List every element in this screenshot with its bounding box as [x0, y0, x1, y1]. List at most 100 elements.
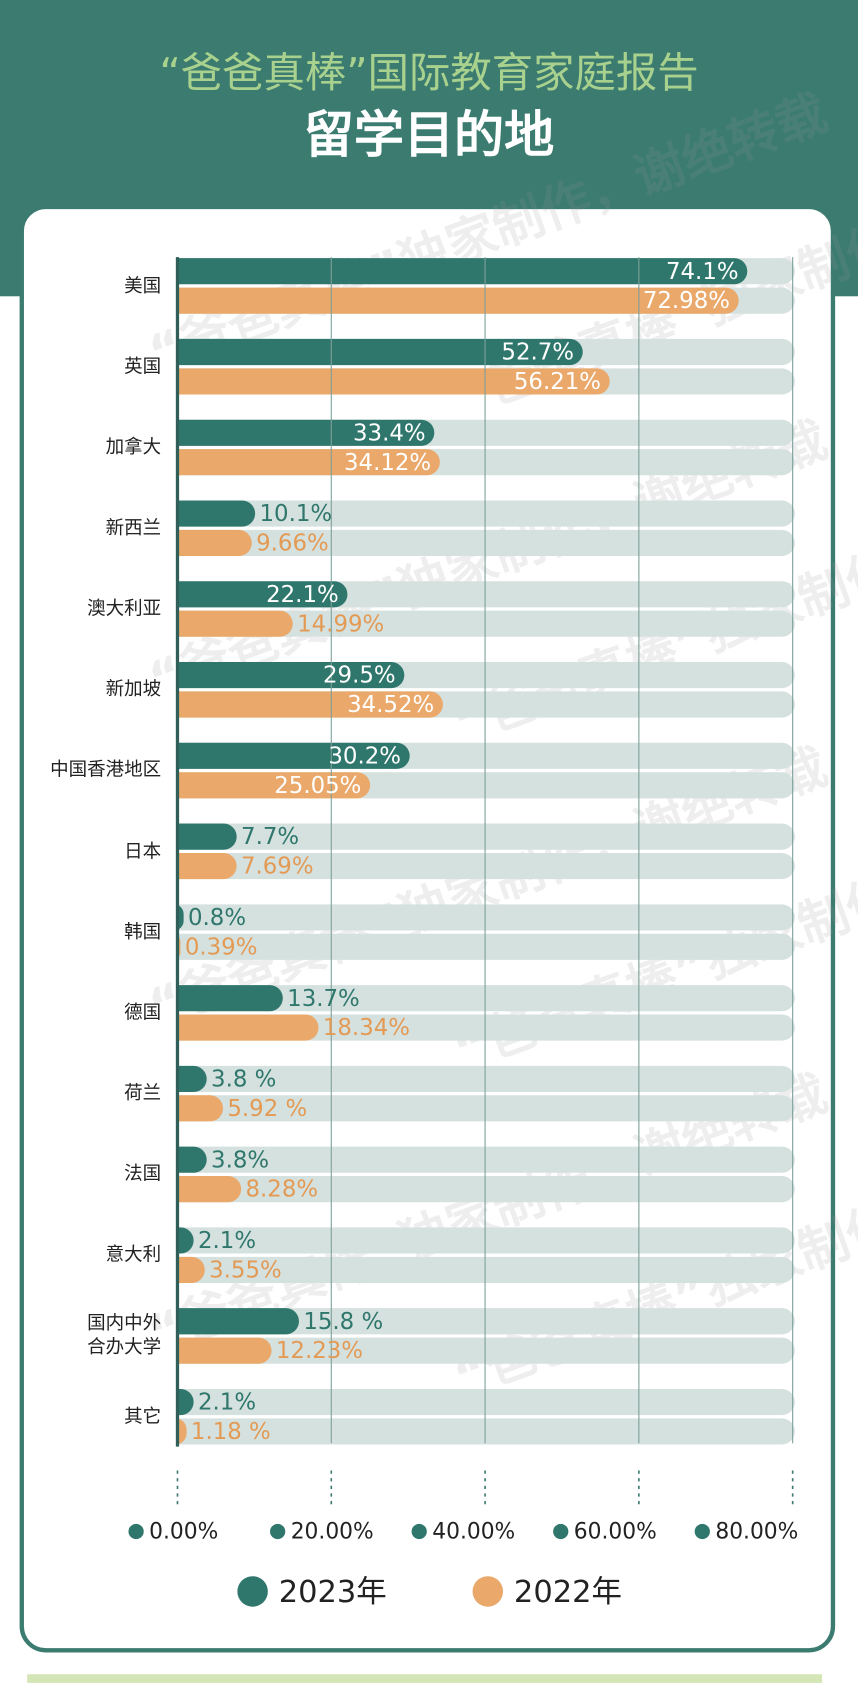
category-label-box: 中国香港地区	[50, 759, 162, 782]
category-label-box: 美国	[124, 275, 162, 297]
value-label: 18.34%	[323, 1015, 410, 1041]
value-label: 34.12%	[344, 450, 431, 476]
x-tick-label: 0.00%	[149, 1520, 218, 1545]
y-tick-label: 法国	[124, 1163, 162, 1186]
y-tick-label: 美国	[124, 275, 162, 297]
bar	[177, 419, 435, 446]
bar	[177, 610, 293, 637]
bar	[177, 1256, 205, 1283]
bar	[177, 258, 748, 285]
value-label: 22.1%	[266, 582, 339, 608]
y-tick-label: 日本	[124, 840, 162, 863]
y-tick-label: 新西兰	[105, 517, 162, 540]
value-label: 25.05%	[274, 773, 361, 799]
legend-swatch	[237, 1576, 268, 1607]
y-tick-label: 澳大利亚	[87, 598, 162, 620]
x-tick-label: 20.00%	[291, 1520, 374, 1545]
y-tick-label: 国内中外 合办大学	[87, 1313, 162, 1359]
bar	[177, 500, 256, 527]
y-tick-label: 意大利	[105, 1244, 162, 1267]
value-label: 30.2%	[328, 743, 401, 769]
chart-title: 留学目的地	[304, 106, 554, 164]
x-tick-label: 80.00%	[715, 1520, 798, 1545]
track	[177, 1388, 795, 1416]
y-tick-label: 新加坡	[105, 678, 162, 701]
bar	[177, 529, 252, 557]
value-label: 74.1%	[666, 259, 739, 285]
bar	[177, 1418, 187, 1445]
bar	[177, 985, 283, 1012]
bar	[177, 1014, 319, 1041]
value-label: 3.8%	[211, 1147, 269, 1173]
bar	[177, 1146, 207, 1173]
category-label-box: 意大利	[105, 1244, 162, 1267]
value-label: 10.1%	[260, 501, 333, 527]
bar	[177, 662, 405, 689]
bar	[177, 338, 583, 366]
y-tick-label: 韩国	[124, 921, 162, 943]
bar	[177, 449, 440, 476]
bar	[177, 691, 443, 718]
category-label-box: 韩国	[124, 921, 162, 943]
bar	[177, 823, 237, 850]
value-label: 34.52%	[347, 692, 434, 718]
footer-strip	[27, 1674, 823, 1683]
bar	[177, 1095, 223, 1122]
category-label-box: 其它	[124, 1405, 162, 1428]
bar	[177, 1227, 194, 1254]
value-label: 2.1%	[198, 1228, 256, 1254]
y-tick-label: 其它	[124, 1405, 162, 1428]
x-tick-label: 40.00%	[432, 1520, 515, 1545]
category-label-box: 加拿大	[106, 437, 162, 459]
value-label: 13.7%	[287, 986, 360, 1012]
value-label: 29.5%	[323, 663, 396, 689]
value-label: 7.69%	[241, 854, 314, 880]
category-label-box: 澳大利亚	[87, 598, 162, 620]
y-tick-label: 荷兰	[124, 1082, 162, 1105]
value-label: 0.39%	[185, 934, 258, 960]
track	[177, 904, 795, 931]
legend-label: 2022年	[514, 1575, 622, 1610]
category-label-box: 国内中外 合办大学	[87, 1313, 162, 1359]
bar	[177, 1388, 194, 1416]
category-label-box: 英国	[124, 356, 161, 378]
value-label: 5.92 %	[227, 1096, 307, 1122]
y-tick-label: 中国香港地区	[50, 759, 162, 782]
category-label-box: 新西兰	[105, 517, 162, 540]
bar	[177, 581, 348, 608]
tick-dot	[128, 1523, 144, 1540]
bar	[177, 1308, 299, 1335]
category-label-box: 荷兰	[124, 1082, 162, 1105]
bar	[177, 368, 610, 395]
track	[177, 933, 795, 960]
x-tick-label: 60.00%	[574, 1520, 657, 1545]
category-label-box: 新加坡	[105, 678, 162, 701]
value-label: 1.18 %	[191, 1419, 271, 1445]
legend-label: 2023年	[279, 1575, 387, 1610]
value-label: 52.7%	[501, 340, 574, 366]
bar	[177, 287, 739, 314]
bar	[177, 742, 410, 769]
value-label: 15.8 %	[303, 1309, 383, 1335]
category-label-box: 日本	[124, 840, 162, 863]
bar	[177, 1337, 272, 1364]
bar	[177, 772, 371, 799]
tick-dot	[553, 1523, 569, 1540]
legend-swatch	[472, 1576, 504, 1607]
value-label: 7.7%	[241, 824, 299, 850]
supertitle: “爸爸真棒”国际教育家庭报告	[159, 49, 698, 97]
value-label: 3.8 %	[211, 1067, 276, 1093]
tick-dot	[694, 1523, 710, 1540]
tick-dot	[411, 1523, 427, 1540]
value-label: 8.28%	[246, 1177, 319, 1203]
category-label-box: 法国	[124, 1163, 162, 1186]
value-label: 3.55%	[209, 1257, 282, 1283]
bar	[177, 1176, 242, 1203]
value-label: 33.4%	[353, 420, 426, 446]
y-tick-label: 德国	[124, 1001, 162, 1024]
value-label: 56.21%	[514, 369, 601, 395]
value-label: 2.1%	[198, 1390, 256, 1416]
value-label: 72.98%	[643, 288, 730, 314]
